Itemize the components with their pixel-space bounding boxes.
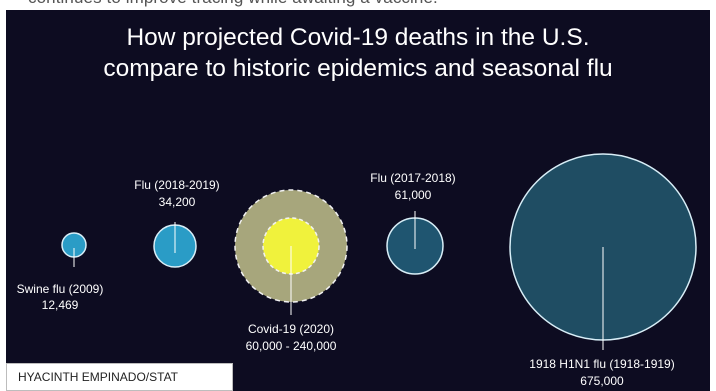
bubble-label-name: Covid-19 (2020) <box>248 322 334 336</box>
bubble-chart: Swine flu (2009) 12,469 Flu (2018-2019) … <box>17 153 697 388</box>
bubble-flu-2018-2019: Flu (2018-2019) 34,200 <box>134 178 220 268</box>
bubble-label-name: Swine flu (2009) <box>17 282 104 296</box>
article-text: continues to improve tracing while await… <box>28 0 438 8</box>
bubble-label-value: 675,000 <box>580 374 624 388</box>
bubble-label-value: 60,000 - 240,000 <box>246 339 337 353</box>
bubble-label-name: Flu (2018-2019) <box>134 178 219 192</box>
photo-credit: HYACINTH EMPINADO/STAT <box>6 363 233 391</box>
bubble-covid-19: Covid-19 (2020) 60,000 - 240,000 <box>234 189 348 353</box>
bubble-label-name: Flu (2017-2018) <box>370 171 455 185</box>
bubble-label-name: 1918 H1N1 flu (1918-1919) <box>529 357 674 371</box>
article-text-fragment: continues to improve tracing while await… <box>0 0 716 10</box>
chart-title: How projected Covid-19 deaths in the U.S… <box>6 22 710 84</box>
bubble-swine-flu: Swine flu (2009) 12,469 <box>17 232 104 312</box>
chart-title-line-1: How projected Covid-19 deaths in the U.S… <box>126 24 590 51</box>
bubble-label-value: 34,200 <box>159 195 196 209</box>
bubble-label-value: 12,469 <box>42 298 79 312</box>
bubble-flu-2017-2018: Flu (2017-2018) 61,000 <box>370 171 456 275</box>
bubble-label-value: 61,000 <box>395 188 432 202</box>
chart-title-line-2: compare to historic epidemics and season… <box>103 55 613 82</box>
infographic-panel: How projected Covid-19 deaths in the U.S… <box>6 10 710 391</box>
bubble-1918-h1n1: 1918 H1N1 flu (1918-1919) 675,000 <box>509 153 697 388</box>
